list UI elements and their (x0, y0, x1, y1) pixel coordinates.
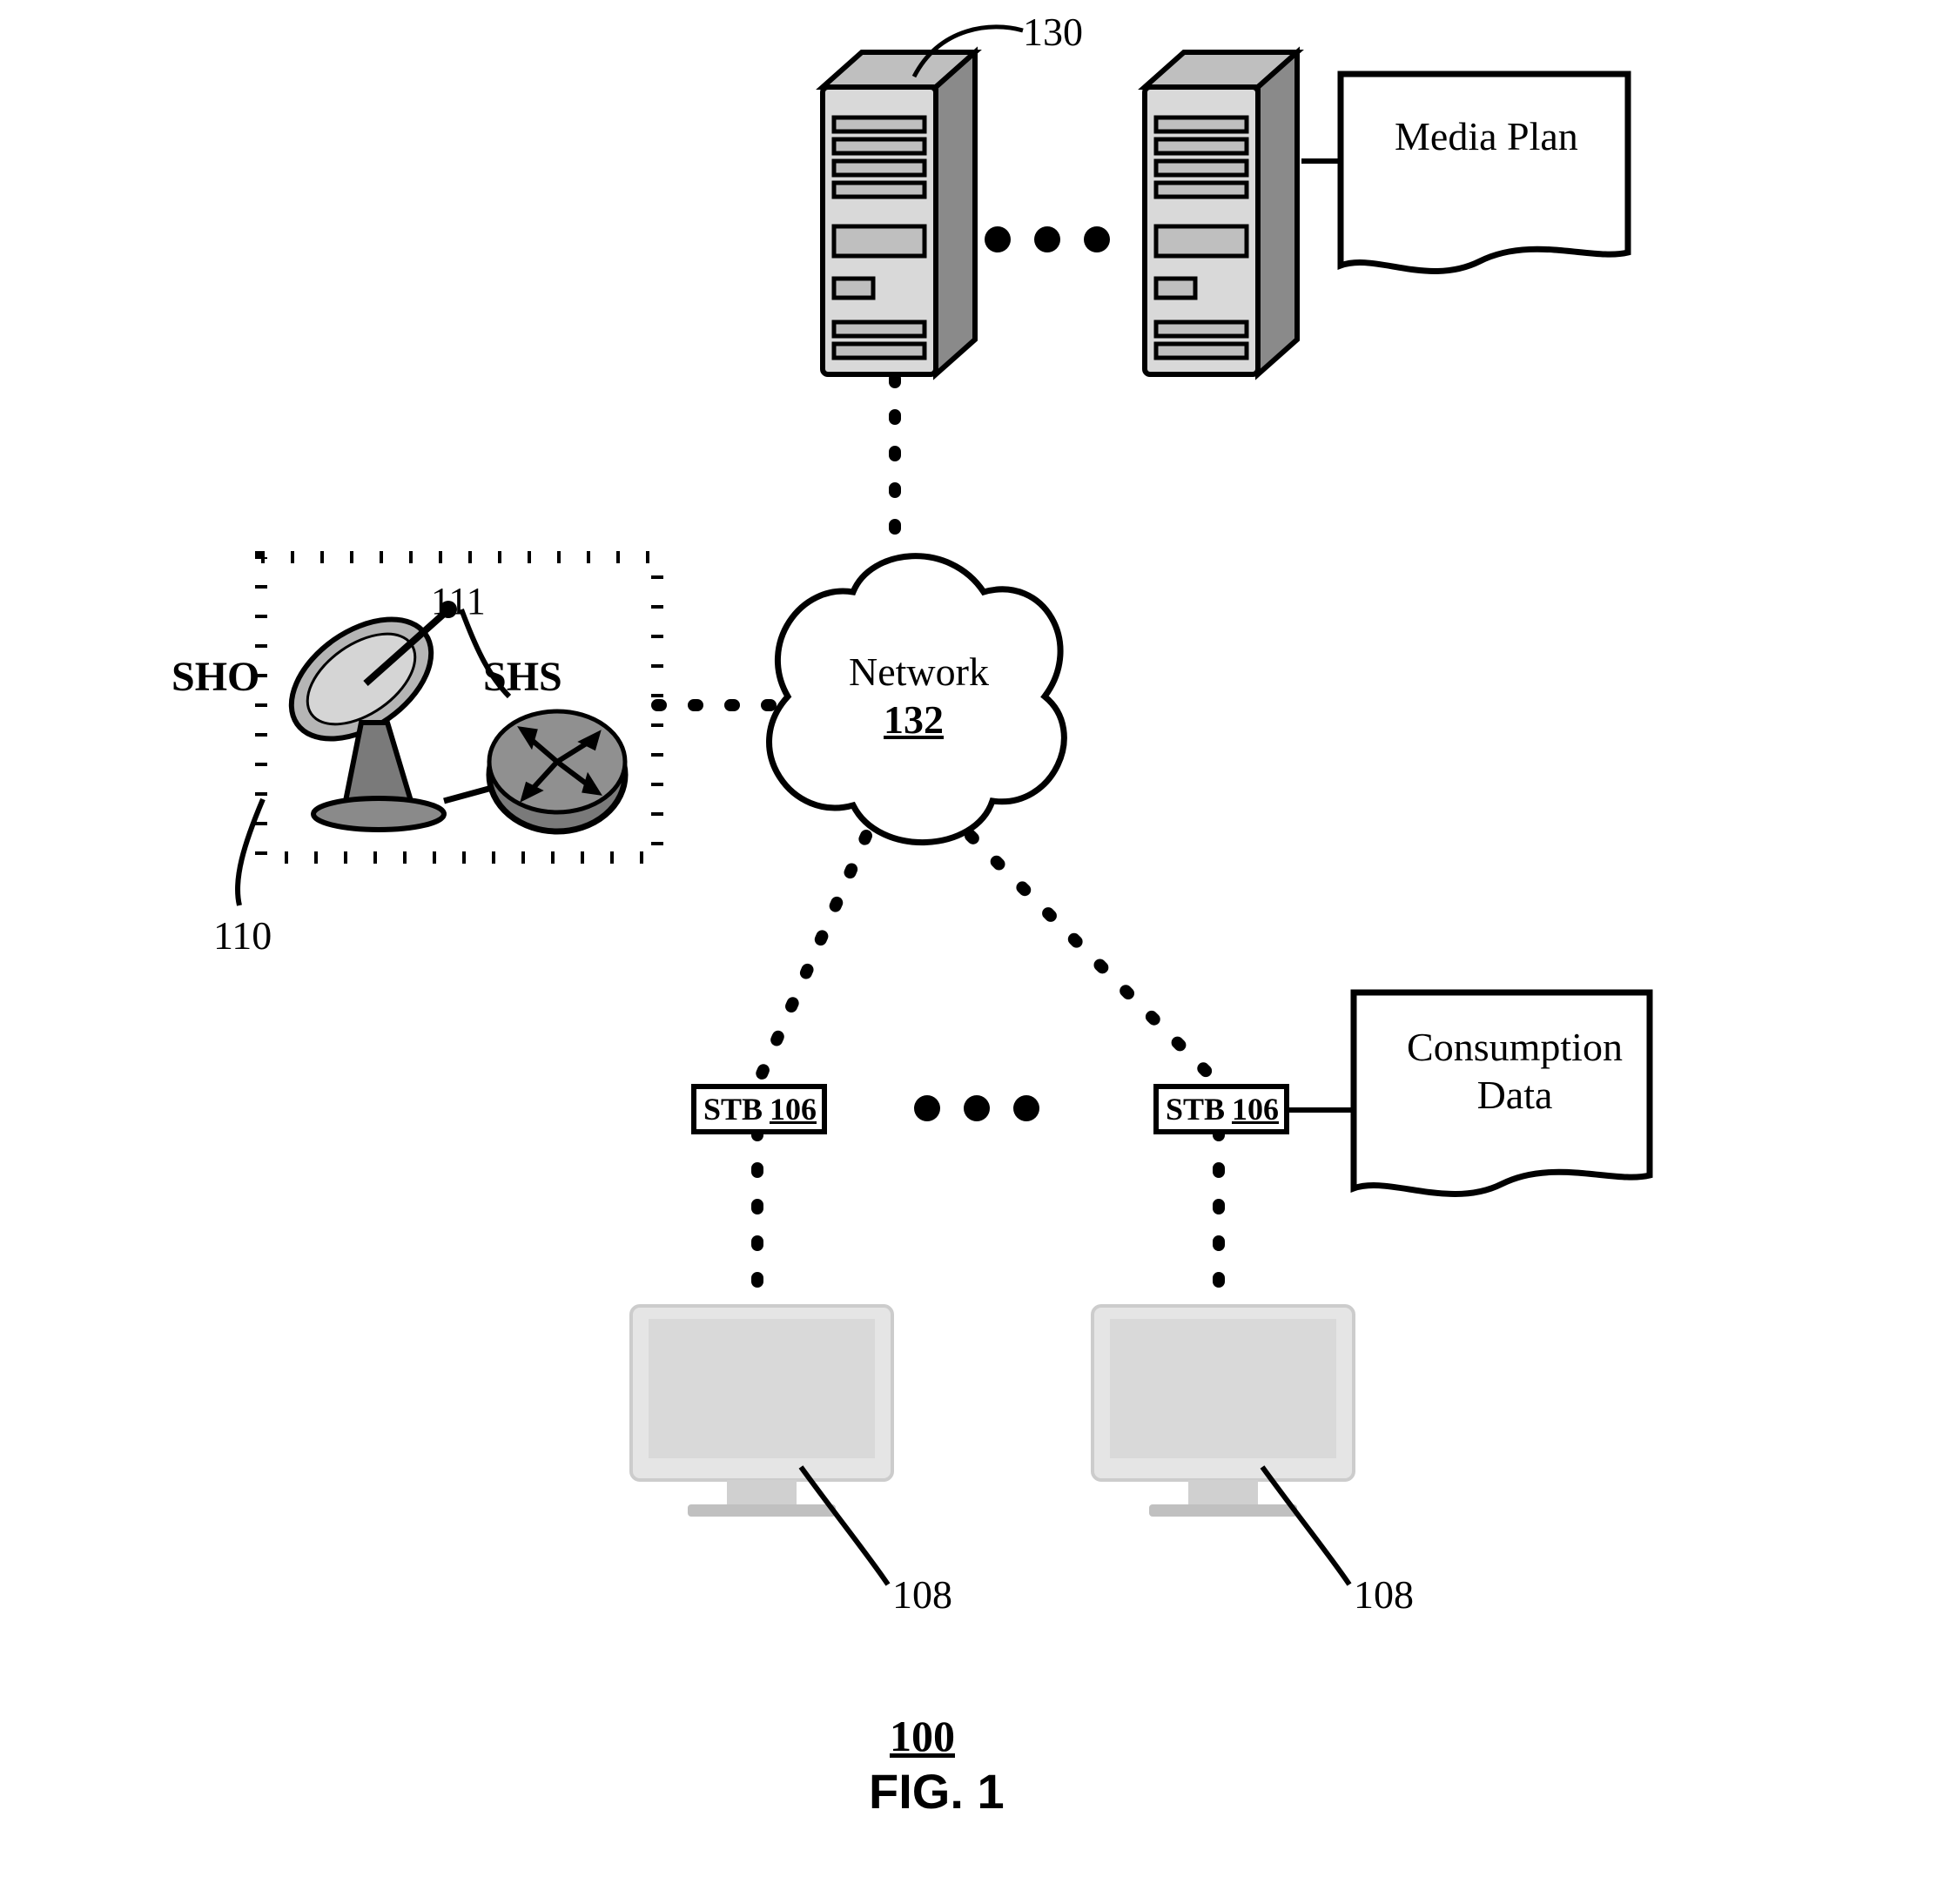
sho-label: SHO (171, 653, 259, 701)
server-ellipsis (985, 226, 1110, 252)
system-number: 100 (890, 1711, 955, 1761)
media-plan-note (1301, 74, 1628, 271)
monitor-right (1093, 1306, 1354, 1517)
shs-ref: 111 (431, 579, 486, 623)
consumption-data-label: Consumption Data (1393, 1023, 1637, 1119)
stb-ellipsis (914, 1095, 1039, 1121)
ref-108-right: 108 (1354, 1571, 1414, 1618)
server-right (1145, 52, 1297, 374)
stb-right-label: STB (1166, 1091, 1225, 1127)
ref-130: 130 (1023, 9, 1083, 55)
stb-left-label: STB (703, 1091, 763, 1127)
satellite-dish-icon (270, 595, 457, 830)
ref-108-right-callout (1262, 1467, 1349, 1584)
server-left (823, 52, 975, 374)
diagram-canvas: 130 Media Plan Network 132 SHO SHS 111 1… (0, 0, 1950, 1904)
ref-108-left: 108 (892, 1571, 952, 1618)
sho-ref: 110 (213, 912, 272, 959)
network-ref: 132 (884, 696, 944, 743)
stb-right-ref: 106 (1232, 1091, 1279, 1127)
diagram-svg (0, 0, 1950, 1904)
media-plan-label: Media Plan (1395, 113, 1578, 159)
network-label: Network (849, 649, 989, 695)
stb-left-ref: 106 (770, 1091, 817, 1127)
shs-label: SHS (483, 653, 562, 701)
shs-icon (489, 711, 625, 831)
ref-108-left-callout (801, 1467, 888, 1584)
monitor-left (631, 1306, 892, 1517)
figure-title: FIG. 1 (869, 1763, 1005, 1820)
